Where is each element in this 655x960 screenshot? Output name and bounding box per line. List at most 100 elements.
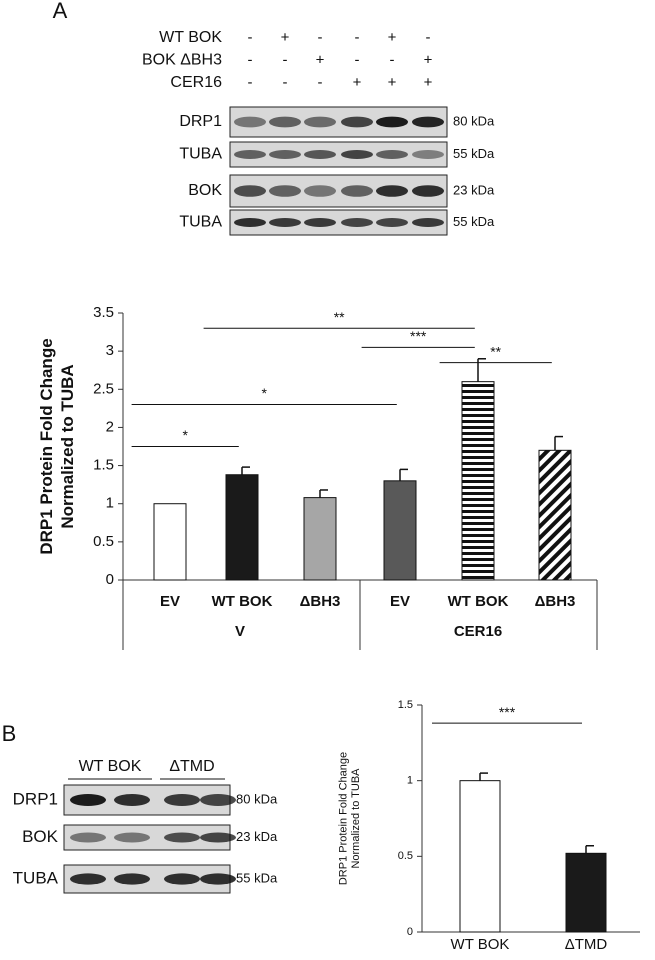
- condition-sign: +: [388, 74, 397, 91]
- blot-band: [269, 185, 301, 197]
- condition-sign: +: [316, 51, 325, 68]
- x-tick-label: EV: [160, 593, 180, 610]
- condition-sign: -: [248, 51, 253, 68]
- significance-label: **: [334, 309, 345, 325]
- blot-band: [412, 150, 444, 159]
- bar: [461, 381, 495, 581]
- group-label: ΔTMD: [169, 758, 214, 775]
- size-label: 55 kDa: [453, 146, 495, 161]
- blot-band: [200, 873, 236, 885]
- condition-sign: -: [355, 51, 360, 68]
- bar: [303, 497, 337, 581]
- bar: [383, 480, 417, 581]
- size-label: 80 kDa: [453, 113, 495, 128]
- blot-band: [269, 150, 301, 159]
- blot-strip: [229, 106, 448, 138]
- bar: [225, 474, 259, 581]
- blot-strip: [229, 209, 448, 236]
- x-tick-label: ΔBH3: [300, 593, 341, 610]
- panel-letter: A: [53, 0, 68, 23]
- blot-band: [164, 832, 200, 843]
- blot-band: [376, 150, 408, 159]
- y-axis-label: Normalized to TUBA: [58, 364, 77, 528]
- blot-band: [304, 116, 336, 128]
- row-label: TUBA: [179, 214, 222, 231]
- significance-label: ***: [410, 328, 427, 344]
- significance-label: *: [261, 385, 267, 401]
- condition-sign: -: [248, 74, 253, 91]
- blot-band: [164, 873, 200, 885]
- x-tick-label: WT BOK: [451, 936, 510, 953]
- group-label: CER16: [454, 623, 502, 640]
- blot-band: [412, 218, 444, 227]
- row-label: DRP1: [179, 113, 222, 130]
- blot-band: [234, 218, 266, 227]
- blot-band: [376, 218, 408, 227]
- condition-sign: -: [248, 29, 253, 46]
- blot-band: [114, 794, 150, 806]
- y-tick-label: 0.5: [93, 533, 114, 550]
- row-label: DRP1: [13, 789, 58, 808]
- condition-sign: -: [318, 29, 323, 46]
- condition-sign: -: [426, 29, 431, 46]
- y-tick-label: 0: [407, 926, 413, 938]
- x-tick-label: WT BOK: [448, 593, 509, 610]
- condition-sign: +: [353, 74, 362, 91]
- blot-band: [269, 116, 301, 128]
- blot-band: [341, 150, 373, 159]
- y-tick-label: 1.5: [93, 457, 114, 474]
- blot-band: [234, 185, 266, 197]
- x-tick-label: EV: [390, 593, 410, 610]
- significance-label: ***: [499, 704, 516, 720]
- size-label: 55 kDa: [236, 870, 278, 885]
- bar: [565, 852, 607, 933]
- size-label: 80 kDa: [236, 791, 278, 806]
- blot-band: [70, 832, 106, 843]
- size-label: 23 kDa: [236, 829, 278, 844]
- condition-sign: -: [283, 51, 288, 68]
- y-tick-label: 1: [106, 495, 114, 512]
- blot-band: [234, 116, 266, 128]
- blot-band: [376, 185, 408, 197]
- blot-band: [70, 873, 106, 885]
- y-axis-label: DRP1 Protein Fold Change: [37, 338, 56, 554]
- significance-label: **: [490, 343, 501, 359]
- condition-sign: +: [281, 29, 290, 46]
- size-label: 23 kDa: [453, 182, 495, 197]
- blot-strip: [229, 141, 448, 168]
- condition-sign: +: [424, 51, 433, 68]
- blot-strip: [229, 174, 448, 208]
- y-tick-label: 2.5: [93, 380, 114, 397]
- group-label: WT BOK: [79, 758, 142, 775]
- bar: [459, 780, 501, 933]
- blot-band: [304, 218, 336, 227]
- bar: [153, 503, 187, 581]
- y-tick-label: 0.5: [398, 850, 413, 862]
- blot-band: [114, 832, 150, 843]
- y-axis-label: DRP1 Protein Fold Change: [338, 752, 350, 885]
- y-tick-label: 0: [106, 571, 114, 588]
- blot-band: [341, 218, 373, 227]
- x-tick-label: ΔTMD: [565, 936, 608, 953]
- blot-band: [200, 794, 236, 806]
- blot-band: [412, 116, 444, 128]
- blot-band: [70, 794, 106, 806]
- condition-label: WT BOK: [159, 29, 222, 46]
- row-label: BOK: [22, 827, 59, 846]
- blot-band: [304, 185, 336, 197]
- blot-band: [376, 116, 408, 128]
- condition-label: CER16: [170, 74, 222, 91]
- blot-band: [341, 185, 373, 197]
- condition-label: BOK ΔBH3: [142, 52, 222, 69]
- blot-band: [341, 116, 373, 128]
- y-tick-label: 1: [407, 775, 413, 787]
- blot-band: [412, 185, 444, 197]
- blot-band: [234, 150, 266, 159]
- condition-sign: -: [355, 29, 360, 46]
- size-label: 55 kDa: [453, 214, 495, 229]
- x-tick-label: WT BOK: [212, 593, 273, 610]
- condition-sign: -: [318, 74, 323, 91]
- blot-band: [200, 832, 236, 843]
- condition-sign: +: [424, 74, 433, 91]
